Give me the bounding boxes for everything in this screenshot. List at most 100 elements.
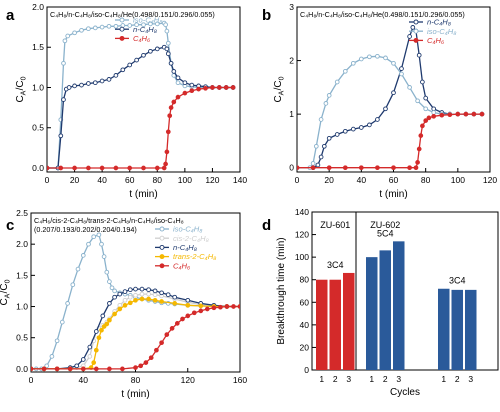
y-tick-label: 100 (295, 252, 309, 262)
data-point (146, 296, 151, 302)
data-point (231, 304, 236, 309)
data-point (72, 83, 77, 89)
data-point (431, 113, 437, 119)
legend-swatch-marker (159, 235, 165, 241)
data-point (167, 113, 173, 119)
data-point (104, 321, 110, 327)
x-tick-label: 0 (45, 175, 50, 185)
x-tick-label: 100 (451, 175, 465, 185)
data-point (86, 241, 91, 247)
panel-c: c 0 40 80 120 160 0.0 0.5 1.0 1.5 2.0 2.5 t (min) CA … (0, 208, 247, 400)
data-point (134, 57, 139, 63)
legend-entry: cis-2-C₄H₈ (173, 234, 209, 243)
series-line (31, 293, 240, 370)
data-point (67, 366, 73, 372)
data-point (431, 110, 437, 115)
data-point (66, 85, 72, 90)
cycle-tick-label: 2 (333, 374, 338, 384)
data-point (96, 335, 102, 341)
legend-swatch-marker (119, 35, 125, 41)
data-point (323, 101, 329, 106)
data-point (223, 85, 229, 90)
data-point (180, 316, 185, 322)
panel-a: a 0 20 40 60 80 100 120 140 0.0 0.5 1.0 1.5 2.0 t (min… (6, 2, 247, 200)
data-point (93, 329, 99, 334)
bar (393, 241, 405, 370)
y-axis-label: CA /C0 (273, 76, 286, 102)
bar (438, 288, 450, 370)
data-point (65, 33, 71, 39)
data-point (420, 123, 425, 129)
data-point (152, 292, 158, 298)
data-point (127, 62, 133, 68)
x-axis-label-d: Cycles (390, 387, 420, 398)
data-point (318, 154, 324, 160)
data-point (391, 60, 396, 66)
y-tick-label: 2 (289, 56, 294, 66)
data-point (163, 161, 168, 167)
data-point (143, 360, 149, 365)
data-point (230, 85, 236, 90)
legend-entry: n-C₄H₈ (173, 243, 197, 252)
bar-group-0: 1 2 3 3C4 ZU-601 (316, 220, 355, 384)
data-point (321, 143, 327, 149)
cycle-tick-label: 1 (441, 374, 446, 384)
y-tick-label: 0 (289, 163, 294, 173)
plot-frame-a (46, 6, 241, 173)
data-point (413, 165, 419, 171)
data-point (112, 311, 117, 317)
data-point (100, 313, 106, 319)
bar-annotation: 3C4 (327, 260, 344, 270)
data-point (164, 149, 170, 155)
series-line (47, 86, 234, 169)
x-tick-label: 80 (421, 175, 431, 185)
data-point (93, 366, 99, 372)
data-point (127, 294, 133, 300)
data-point (407, 85, 412, 90)
y-tick-label: 0.5 (32, 123, 44, 133)
y-tick-label: 120 (295, 230, 309, 240)
data-point (334, 132, 340, 137)
data-point (47, 165, 50, 171)
data-point (334, 79, 340, 85)
data-point (96, 232, 102, 238)
data-point (164, 46, 170, 52)
data-point (59, 319, 65, 325)
data-point (154, 46, 160, 52)
series-line (47, 22, 234, 169)
data-point (196, 86, 201, 92)
data-point (101, 254, 107, 259)
data-point (358, 165, 364, 171)
data-point (104, 269, 110, 275)
legend-entry: iso-C₄H₈ (133, 16, 162, 25)
data-point (58, 133, 64, 139)
data-point (185, 313, 191, 319)
data-point (61, 60, 66, 66)
data-point (99, 165, 105, 171)
data-point (463, 111, 469, 117)
data-point (134, 22, 139, 28)
data-point (198, 308, 204, 314)
data-point (172, 301, 178, 306)
data-point (80, 357, 86, 362)
data-point (154, 21, 160, 27)
data-point (107, 366, 112, 372)
data-point (99, 241, 104, 247)
data-point (70, 282, 76, 288)
panel-b: b 0 20 40 60 80 100 120 0 1 2 3 t (min) CA /C0 C₄H₈/n… (262, 2, 497, 200)
data-point (342, 165, 348, 171)
legend-swatch-marker (159, 244, 165, 250)
y-axis-label-d: Breakthrough time (min) (276, 237, 287, 344)
data-point (185, 302, 191, 308)
data-point (426, 115, 432, 121)
data-point (41, 366, 47, 372)
data-point (99, 78, 105, 84)
y-tick-label: 60 (300, 297, 310, 307)
y-tick-label: 1.5 (16, 270, 28, 280)
y-tick-label: 2.0 (16, 239, 28, 249)
data-point (141, 52, 146, 58)
data-point (152, 297, 158, 303)
data-point (72, 30, 77, 36)
x-tick-label: 40 (97, 175, 107, 185)
